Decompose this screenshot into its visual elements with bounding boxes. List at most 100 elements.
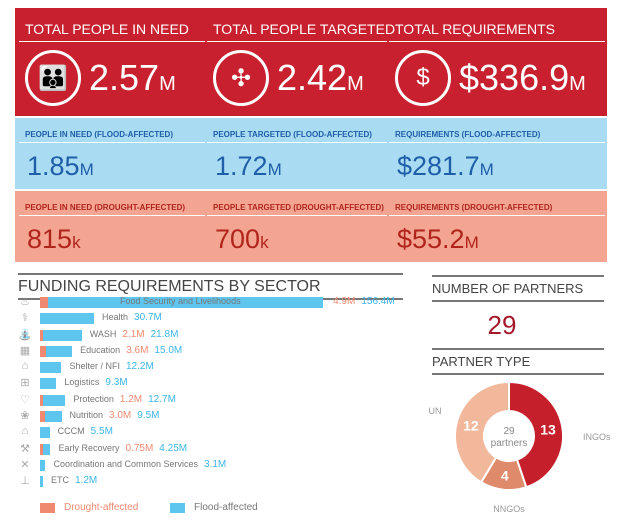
protection-icon: ♡ <box>20 393 30 406</box>
bar-drought <box>40 329 44 341</box>
category-label: Coordination and Common Services <box>53 458 199 469</box>
bar-row: ⊞ Logistics 9.3M <box>18 375 410 391</box>
bar-drought <box>40 394 43 406</box>
donut-center-label: 29 <box>503 426 515 437</box>
total-people-in-need: TOTAL PEOPLE IN NEED 👪 2.57M <box>19 8 205 116</box>
bar-flood <box>40 313 95 325</box>
slice-value: 13 <box>540 422 556 438</box>
bar-row: ⊥ ETC 1.2M <box>18 473 410 489</box>
category-label: Health <box>102 312 129 323</box>
category-label: ETC <box>51 475 69 486</box>
drought-targeted-label: PEOPLE TARGETED (DROUGHT-AFFECTED) <box>207 191 387 216</box>
bar-row: ▦ Education 3.6M 15.0M <box>18 343 410 359</box>
money-bag-icon: $ <box>395 50 451 106</box>
health-icon: ⚕ <box>22 312 28 325</box>
drought-value-label: 3.0M <box>109 410 132 422</box>
flood-targeted-label: PEOPLE TARGETED (FLOOD-AFFECTED) <box>207 118 387 143</box>
flood-value-label: 9.5M <box>137 410 160 422</box>
bar-flood <box>40 378 57 390</box>
coordination-icon: ✕ <box>20 458 30 471</box>
bar-row: ⚕ Health 30.7M <box>18 310 410 326</box>
slice-value: 12 <box>463 417 479 433</box>
bar-row: ♡ Protection 1.2M 12.7M <box>18 392 410 408</box>
bar-row: ♨ Food Security and Livelihoods 4.9M 156.4M <box>18 294 410 310</box>
flood-value-label: 5.5M <box>90 426 113 438</box>
flood-value-label: 12.2M <box>125 361 154 373</box>
drought-value-label: 0.75M <box>125 442 154 454</box>
flood-targeted-value: 1.72M <box>215 151 282 181</box>
bar-flood <box>47 297 324 308</box>
slice-label: NNGOs <box>493 504 525 514</box>
bar-drought <box>40 411 45 423</box>
early-recovery-icon: ⚒ <box>20 442 30 455</box>
drought-targeted-value: 700k <box>215 224 269 254</box>
category-label: CCCM <box>57 426 85 437</box>
bar-flood <box>43 394 66 406</box>
flood-value-label: 12.7M <box>148 393 176 405</box>
bar-row: ❀ Nutrition 3.0M 9.5M <box>18 408 410 424</box>
category-label: WASH <box>89 328 117 339</box>
drought-req-value: $55.2M <box>397 224 479 254</box>
drought-value-label: 3.6M <box>126 344 149 356</box>
partner-type-title: PARTNER TYPE <box>432 348 604 375</box>
bar-row: ✕ Coordination and Common Services 3.1M <box>18 457 410 473</box>
flood-value-label: 15.0M <box>154 344 183 356</box>
bar-flood <box>43 329 82 341</box>
bar-drought <box>40 297 48 308</box>
flood-value-label: 21.8M <box>150 328 179 340</box>
bar-flood <box>40 459 46 471</box>
totals-band: TOTAL PEOPLE IN NEED 👪 2.57M TOTAL PEOPLE … <box>15 8 607 116</box>
bar-row: ⛲ WASH 2.1M 21.8M <box>18 327 410 343</box>
total-people-targeted: TOTAL PEOPLE TARGETED ✣ 2.42M <box>207 8 395 116</box>
target-people-icon: ✣ <box>213 50 269 106</box>
bar-flood <box>45 345 73 357</box>
people-icon: 👪 <box>25 50 81 106</box>
flood-value-label: 9.3M <box>105 377 128 389</box>
bar-row: ⌂ CCCM 5.5M <box>18 424 410 440</box>
flood-band: PEOPLE IN NEED (FLOOD-AFFECTED) 1.85M PEO… <box>15 118 607 189</box>
flood-value-label: 4.25M <box>159 442 188 454</box>
flood-value-label: 1.2M <box>75 475 98 487</box>
legend-drought: Drought-affected <box>40 502 138 513</box>
category-label: Protection <box>73 393 114 404</box>
bar-drought <box>40 345 46 357</box>
flood-value-label: 156.4M <box>361 296 395 307</box>
category-label: Shelter / NFI <box>69 361 120 372</box>
legend-flood: Flood-affected <box>170 502 258 513</box>
slice-label: INGOs <box>583 432 611 442</box>
category-label: Early Recovery <box>58 442 120 453</box>
category-label: Education <box>80 344 121 355</box>
drought-value-label: 1.2M <box>119 393 143 405</box>
bar-flood <box>40 362 62 374</box>
wash-icon: ⛲ <box>18 328 32 341</box>
donut-center-label: partners <box>491 438 528 449</box>
nutrition-icon: ❀ <box>20 410 30 423</box>
flood-pin-value: 1.85M <box>27 151 94 181</box>
bar-flood <box>44 411 62 423</box>
shelter-icon: ⌂ <box>21 360 29 373</box>
donut-slice-un <box>454 380 510 484</box>
bar-flood <box>40 427 50 439</box>
flood-req-value: $281.7M <box>397 151 494 181</box>
flood-value-label: 3.1M <box>204 458 227 470</box>
slice-label: UN <box>429 406 442 416</box>
drought-pin-value: 815k <box>27 224 81 254</box>
logistics-icon: ⊞ <box>20 377 30 390</box>
total-requirements: TOTAL REQUIREMENTS $ $336.9M <box>389 8 605 116</box>
partners-count: 29 <box>487 310 517 340</box>
category-label: Nutrition <box>69 410 104 421</box>
bar-drought <box>40 443 43 455</box>
bar-row: ⌂ Shelter / NFI 12.2M <box>18 359 410 375</box>
flood-req-label: REQUIREMENTS (FLOOD-AFFECTED) <box>389 118 605 143</box>
cccm-icon: ⌂ <box>21 425 29 438</box>
category-label: Food Security and Livelihoods <box>120 296 241 306</box>
flood-pin-label: PEOPLE IN NEED (FLOOD-AFFECTED) <box>19 118 205 143</box>
bar-flood <box>40 476 43 488</box>
partners-title: NUMBER OF PARTNERS <box>432 275 604 302</box>
slice-value: 4 <box>501 467 509 483</box>
drought-value-label: 4.9M <box>333 296 356 307</box>
drought-band: PEOPLE IN NEED (DROUGHT-AFFECTED) 815k PE… <box>15 191 607 262</box>
bar-row: ⚒ Early Recovery 0.75M 4.25M <box>18 441 410 457</box>
donut-slice-ingos <box>508 380 564 489</box>
